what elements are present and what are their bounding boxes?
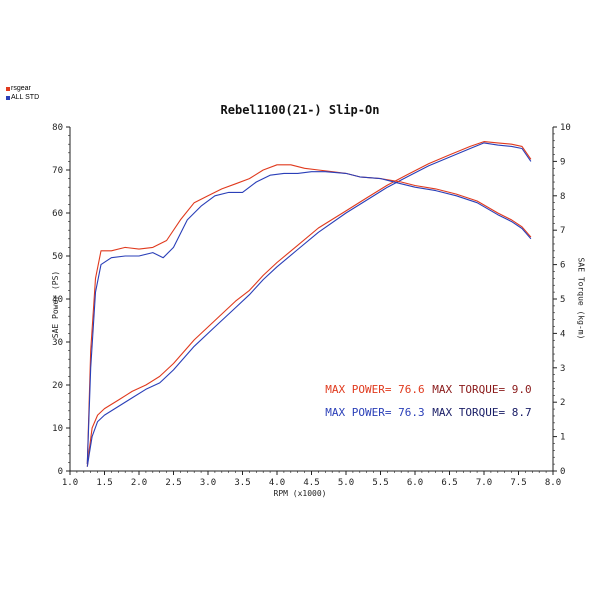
- x-axis-label: RPM (x1000): [273, 489, 327, 498]
- legend-label-rsgear: rsgear: [11, 85, 31, 92]
- x-tick-label: 6.5: [441, 478, 457, 488]
- x-tick-label: 4.0: [269, 478, 285, 488]
- y-left-tick-label: 70: [52, 166, 63, 176]
- legend-swatch-rsgear: [6, 86, 10, 91]
- annotation-label: MAX POWER=: [325, 383, 392, 396]
- annotation-value: 76.6: [398, 383, 425, 396]
- y-left-tick-label: 60: [52, 209, 63, 219]
- power-line-all-std: [86, 142, 532, 467]
- annotation-max-torque-std: MAX TORQUE= 8.7: [419, 393, 532, 419]
- x-tick-label: 3.5: [234, 478, 250, 488]
- y-right-tick-label: 7: [560, 226, 565, 236]
- legend: rsgear ALL STD: [6, 84, 39, 102]
- y-right-tick-label: 3: [560, 364, 565, 374]
- annotation-label: MAX POWER=: [325, 406, 392, 419]
- y-right-tick-label: 9: [560, 157, 565, 167]
- annotation-label: MAX TORQUE=: [432, 383, 506, 396]
- legend-label-all-std: ALL STD: [11, 94, 40, 101]
- y-right-tick-label: 1: [560, 433, 565, 443]
- x-tick-label: 8.0: [545, 478, 561, 488]
- x-tick-label: 1.0: [62, 478, 78, 488]
- annotation-max-torque-rsgear: MAX TORQUE= 9.0: [419, 370, 532, 396]
- x-tick-label: 3.0: [200, 478, 216, 488]
- y-left-tick-label: 50: [52, 252, 63, 262]
- chart-title: Rebel1100(21-) Slip-On: [220, 103, 380, 117]
- y-right-tick-label: 4: [560, 329, 565, 339]
- y-left-tick-label: 0: [58, 467, 63, 477]
- y-right-tick-label: 0: [560, 467, 565, 477]
- y-right-tick-label: 8: [560, 192, 565, 202]
- x-tick-label: 2.5: [165, 478, 181, 488]
- power-line-rsgear: [86, 141, 532, 467]
- x-tick-label: 2.0: [131, 478, 147, 488]
- x-tick-label: 7.5: [510, 478, 526, 488]
- x-tick-label: 6.0: [407, 478, 423, 488]
- y-left-tick-label: 20: [52, 381, 63, 391]
- y-right-tick-label: 2: [560, 398, 565, 408]
- x-tick-label: 5.5: [372, 478, 388, 488]
- annotation-max-power-std: MAX POWER= 76.3: [312, 393, 425, 419]
- y-left-tick-label: 10: [52, 424, 63, 434]
- annotation-max-power-rsgear: MAX POWER= 76.6: [312, 370, 425, 396]
- y-right-tick-label: 6: [560, 261, 565, 271]
- x-tick-label: 7.0: [476, 478, 492, 488]
- annotation-value: 8.7: [511, 406, 532, 419]
- y-right-tick-label: 10: [560, 123, 571, 133]
- legend-item-rsgear: rsgear: [6, 84, 39, 93]
- legend-item-all-std: ALL STD: [6, 93, 39, 102]
- legend-swatch-all-std: [6, 95, 10, 100]
- y-right-tick-label: 5: [560, 295, 565, 305]
- y-left-tick-label: 30: [52, 338, 63, 348]
- y-left-tick-label: 80: [52, 123, 63, 133]
- y-left-tick-label: 40: [52, 295, 63, 305]
- x-tick-label: 4.5: [303, 478, 319, 488]
- annotation-label: MAX TORQUE=: [432, 406, 506, 419]
- annotation-value: 76.3: [398, 406, 425, 419]
- x-tick-label: 1.5: [96, 478, 112, 488]
- annotation-value: 9.0: [511, 383, 532, 396]
- x-tick-label: 5.0: [338, 478, 354, 488]
- torque-line-rsgear: [86, 164, 532, 465]
- torque-line-all-std: [86, 171, 532, 465]
